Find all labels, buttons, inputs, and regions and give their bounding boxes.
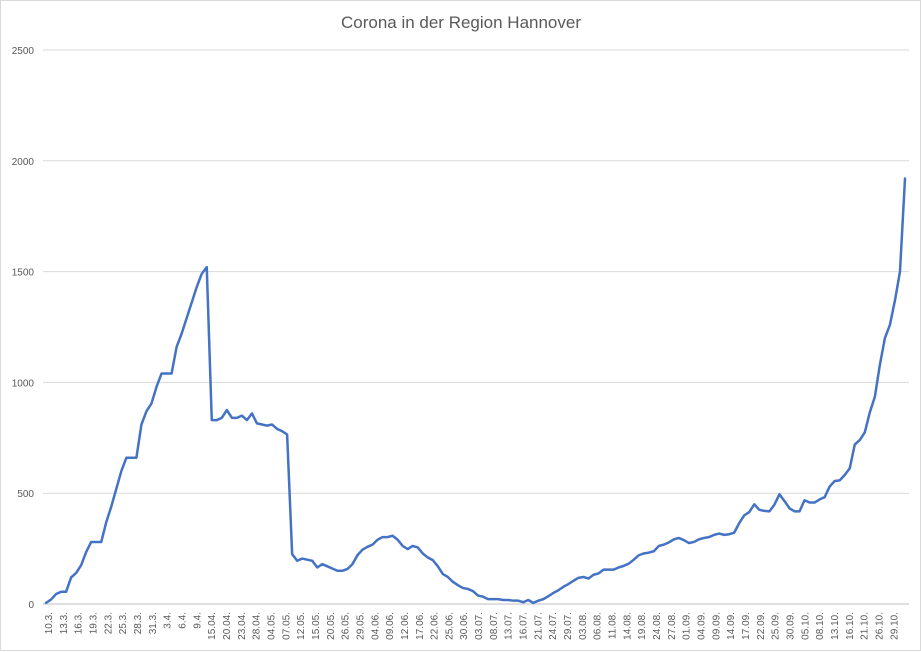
x-tick-label: 12.05. [296, 612, 307, 640]
grid [43, 49, 909, 605]
x-tick-label: 09.06. [385, 612, 396, 640]
x-tick-label: 14.08. [622, 612, 633, 640]
x-tick-label: 16.3. [74, 612, 85, 634]
x-tick-label: 08.10. [815, 612, 826, 640]
y-tick-label: 0 [28, 600, 34, 611]
x-tick-label: 13.10. [830, 612, 841, 640]
x-tick-label: 22.3. [103, 612, 114, 634]
x-tick-label: 22.09. [756, 612, 767, 640]
x-tick-label: 23.04. [237, 612, 248, 640]
chart-title: Corona in der Region Hannover [341, 13, 581, 32]
x-tick-label: 01.09. [682, 612, 693, 640]
x-tick-label: 07.05. [281, 612, 292, 640]
x-tick-label: 20.05. [326, 612, 337, 640]
x-tick-label: 17.06. [415, 612, 426, 640]
x-tick-label: 25.3. [118, 612, 129, 634]
x-tick-label: 19.08. [637, 612, 648, 640]
x-tick-label: 26.05. [341, 612, 352, 640]
x-tick-label: 3.4. [163, 612, 174, 629]
x-tick-label: 31.3. [148, 612, 159, 634]
x-tick-label: 19.3. [88, 612, 99, 634]
x-tick-label: 22.06. [430, 612, 441, 640]
series-layer [44, 177, 907, 605]
x-tick-label: 10.3. [44, 612, 55, 634]
x-tick-label: 29.05. [355, 612, 366, 640]
x-tick-label: 13.3. [59, 612, 70, 634]
x-tick-label: 03.07. [474, 612, 485, 640]
x-tick-label: 26.10. [874, 612, 885, 640]
x-tick-label: 08.07. [489, 612, 500, 640]
x-tick-label: 24.07. [548, 612, 559, 640]
x-tick-label: 05.10. [800, 612, 811, 640]
x-tick-label: 28.3. [133, 612, 144, 634]
x-tick-label: 20.04. [222, 612, 233, 640]
x-tick-label: 11.08. [608, 612, 619, 639]
x-tick-label: 29.10. [889, 612, 900, 640]
x-tick-label: 04.09. [697, 612, 708, 640]
y-tick-label: 1500 [12, 268, 35, 279]
x-tick-label: 6.4. [177, 612, 188, 629]
x-tick-label: 29.07. [563, 612, 574, 640]
x-tick-label: 16.07. [519, 612, 530, 640]
y-tick-label: 500 [17, 489, 34, 500]
x-tick-label: 15.04. [207, 612, 218, 640]
x-axis-ticks: 10.3. 13.3. 16.3. 19.3. 22.3. 25.3. 28.3. 31.3.… [44, 612, 900, 640]
x-tick-label: 09.09. [711, 612, 722, 640]
x-tick-label: 25.09. [771, 612, 782, 640]
x-tick-label: 30.09. [786, 612, 797, 640]
x-tick-label: 12.06. [400, 612, 411, 640]
x-tick-label: 03.08. [578, 612, 589, 640]
x-tick-label: 24.08. [652, 612, 663, 640]
x-tick-label: 28.04. [252, 612, 263, 640]
y-axis-ticks: 0 500 1000 1500 2000 2500 [12, 46, 35, 611]
x-tick-label: 25.06. [444, 612, 455, 640]
y-tick-label: 1000 [12, 378, 35, 389]
x-tick-label: 15.05. [311, 612, 322, 640]
x-tick-label: 16.10. [845, 612, 856, 640]
x-tick-label: 13.07. [504, 612, 515, 640]
y-tick-label: 2000 [12, 157, 35, 168]
x-tick-label: 27.08. [667, 612, 678, 640]
x-tick-label: 14.09. [726, 612, 737, 640]
x-tick-label: 06.08. [593, 612, 604, 640]
x-tick-label: 21.07. [533, 612, 544, 640]
x-tick-label: 21.10. [860, 612, 871, 640]
series-line [44, 177, 907, 605]
x-tick-label: 04.06. [370, 612, 381, 640]
x-tick-label: 17.09. [741, 612, 752, 640]
x-tick-label: 9.4. [192, 612, 203, 629]
x-tick-label: 04.05. [266, 612, 277, 640]
y-tick-label: 2500 [12, 46, 35, 57]
x-tick-label: 30.06. [459, 612, 470, 640]
